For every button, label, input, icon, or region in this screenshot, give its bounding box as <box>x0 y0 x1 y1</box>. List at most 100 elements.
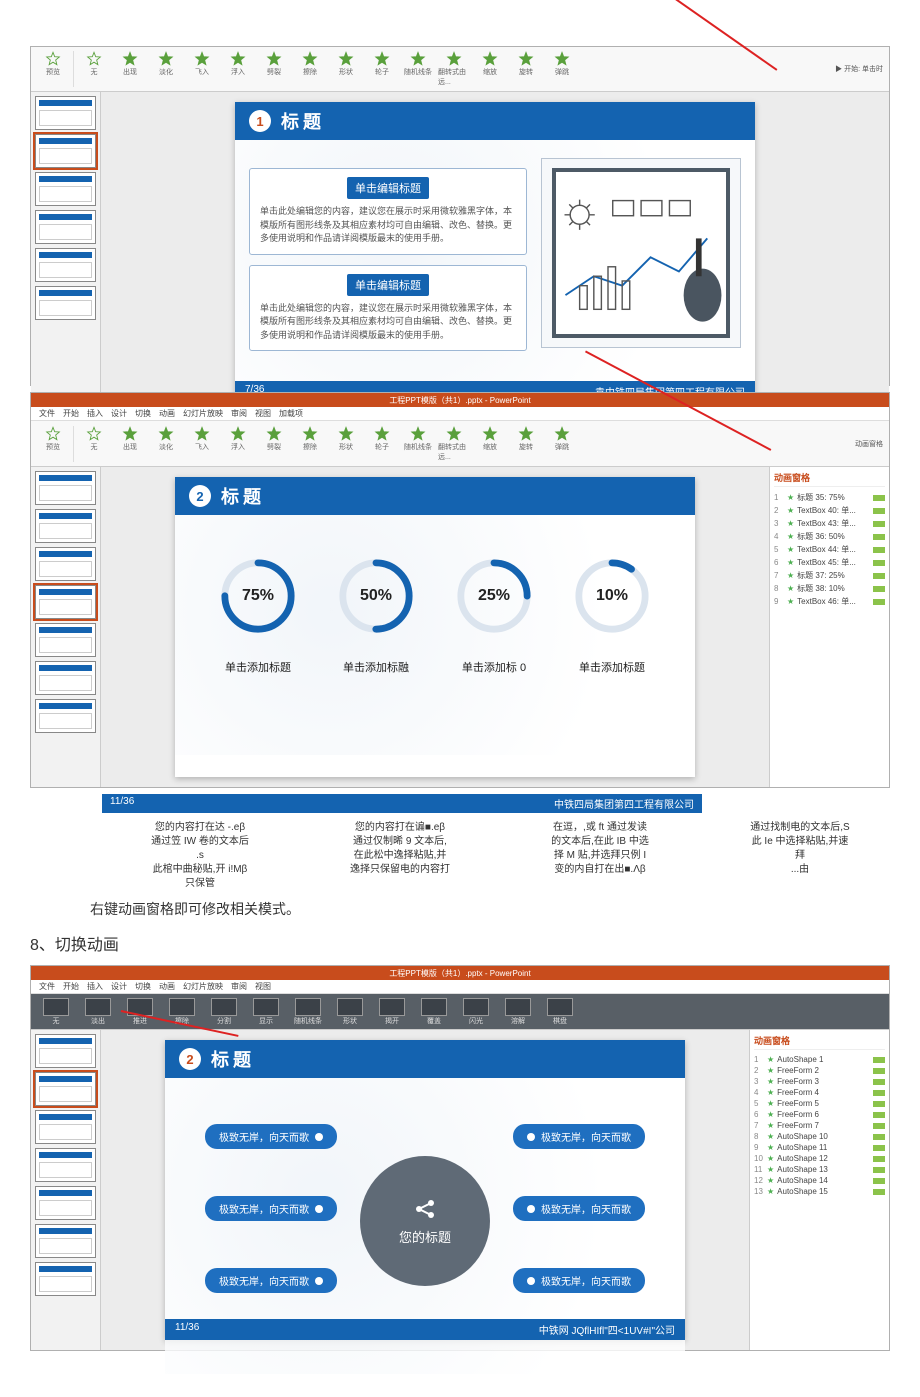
ribbon-anim-3[interactable]: 淡化 <box>150 426 182 462</box>
anim-item-3[interactable]: 4★FreeForm 4 <box>754 1087 885 1098</box>
menu-设计[interactable]: 设计 <box>111 408 127 419</box>
branch-pill-0[interactable]: 极致无岸，向天而歌 <box>205 1124 337 1149</box>
ribbon-anim-0[interactable]: 预览 <box>37 426 69 462</box>
anim-item-2[interactable]: 3★TextBox 43: 单... <box>774 517 885 530</box>
menu-插入[interactable]: 插入 <box>87 408 103 419</box>
menu-文件[interactable]: 文件 <box>39 981 55 992</box>
menu-bar[interactable]: 文件开始插入设计切换动画幻灯片放映审阅视图 <box>31 980 889 994</box>
slide-thumbnails[interactable] <box>31 92 101 412</box>
anim-item-5[interactable]: 6★FreeForm 6 <box>754 1109 885 1120</box>
menu-审阅[interactable]: 审阅 <box>231 981 247 992</box>
menu-视图[interactable]: 视图 <box>255 408 271 419</box>
anim-item-0[interactable]: 1★AutoShape 1 <box>754 1054 885 1065</box>
anim-item-7[interactable]: 8★AutoShape 10 <box>754 1131 885 1142</box>
ribbon-anim-5[interactable]: 浮入 <box>222 426 254 462</box>
menu-加载项[interactable]: 加载项 <box>279 408 303 419</box>
branch-pill-2[interactable]: 极致无岸，向天而歌 <box>205 1268 337 1293</box>
transition-8[interactable]: 揭开 <box>373 998 411 1026</box>
anim-item-8[interactable]: 9★AutoShape 11 <box>754 1142 885 1153</box>
anim-item-9[interactable]: 10★AutoShape 12 <box>754 1153 885 1164</box>
ribbon-anim-5[interactable]: 浮入 <box>222 51 254 87</box>
content-card-1[interactable]: 单击编辑标题 单击此处编辑您的内容，建议您在展示时采用微软雅黑字体，本模版所有图… <box>249 168 527 255</box>
anim-item-8[interactable]: 9★TextBox 46: 单... <box>774 595 885 608</box>
anim-item-1[interactable]: 2★TextBox 40: 单... <box>774 504 885 517</box>
ribbon-anim-7[interactable]: 擦除 <box>294 426 326 462</box>
ribbon-anim-6[interactable]: 劈裂 <box>258 426 290 462</box>
ribbon-anim-11[interactable]: 翻转式由远... <box>438 426 470 462</box>
menu-文件[interactable]: 文件 <box>39 408 55 419</box>
menu-切换[interactable]: 切换 <box>135 981 151 992</box>
ribbon-anim-8[interactable]: 形状 <box>330 51 362 87</box>
menu-bar[interactable]: 文件开始插入设计切换动画幻灯片放映审阅视图加载项 <box>31 407 889 421</box>
progress-circle-2[interactable]: 25% 单击添加标 0 <box>455 557 533 675</box>
menu-插入[interactable]: 插入 <box>87 981 103 992</box>
menu-切换[interactable]: 切换 <box>135 408 151 419</box>
content-card-2[interactable]: 单击编辑标题 单击此处编辑您的内容，建议您在展示时采用微软雅黑字体，本模版所有图… <box>249 265 527 352</box>
slide-canvas[interactable]: 1 标题 单击编辑标题 单击此处编辑您的内容，建议您在展示时采用微软雅黑字体，本… <box>235 102 755 402</box>
transition-10[interactable]: 闪光 <box>457 998 495 1026</box>
menu-审阅[interactable]: 审阅 <box>231 408 247 419</box>
transition-5[interactable]: 显示 <box>247 998 285 1026</box>
menu-动画[interactable]: 动画 <box>159 981 175 992</box>
ribbon-anim-12[interactable]: 缩放 <box>474 51 506 87</box>
menu-动画[interactable]: 动画 <box>159 408 175 419</box>
ribbon-anim-7[interactable]: 擦除 <box>294 51 326 87</box>
ribbon-anim-8[interactable]: 形状 <box>330 426 362 462</box>
ribbon-anim-9[interactable]: 轮子 <box>366 51 398 87</box>
anim-item-12[interactable]: 13★AutoShape 15 <box>754 1186 885 1197</box>
ribbon-anim-2[interactable]: 出现 <box>114 426 146 462</box>
ribbon-anim-4[interactable]: 飞入 <box>186 51 218 87</box>
ribbon-anim-1[interactable]: 无 <box>78 51 110 87</box>
slide-thumbnails[interactable] <box>31 1030 101 1350</box>
progress-circle-1[interactable]: 50% 单击添加标融 <box>337 557 415 675</box>
branch-pill-4[interactable]: 极致无岸，向天而歌 <box>513 1196 645 1221</box>
progress-circle-0[interactable]: 75% 单击添加标题 <box>219 557 297 675</box>
ribbon-anim-4[interactable]: 飞入 <box>186 426 218 462</box>
branch-pill-1[interactable]: 极致无岸，向天而歌 <box>205 1196 337 1221</box>
transition-9[interactable]: 覆盖 <box>415 998 453 1026</box>
center-node[interactable]: 您的标题 <box>360 1156 490 1286</box>
anim-item-11[interactable]: 12★AutoShape 14 <box>754 1175 885 1186</box>
transition-11[interactable]: 溶解 <box>499 998 537 1026</box>
ribbon-anim-12[interactable]: 缩放 <box>474 426 506 462</box>
branch-pill-5[interactable]: 极致无岸，向天而歌 <box>513 1268 645 1293</box>
menu-幻灯片放映[interactable]: 幻灯片放映 <box>183 408 223 419</box>
ribbon-anim-6[interactable]: 劈裂 <box>258 51 290 87</box>
anim-item-1[interactable]: 2★FreeForm 2 <box>754 1065 885 1076</box>
slide-canvas[interactable]: 2 标题 75% 单击添加标题 50% 单击添加标融 25% 单击添加标 0 <box>175 477 695 777</box>
anim-item-2[interactable]: 3★FreeForm 3 <box>754 1076 885 1087</box>
anim-item-10[interactable]: 11★AutoShape 13 <box>754 1164 885 1175</box>
ribbon-anim-3[interactable]: 淡化 <box>150 51 182 87</box>
animation-pane[interactable]: 动画窗格 1★标题 35: 75%2★TextBox 40: 单...3★Tex… <box>769 467 889 787</box>
animation-pane[interactable]: 动画窗格 1★AutoShape 12★FreeForm 23★FreeForm… <box>749 1030 889 1350</box>
anim-item-3[interactable]: 4★标题 36: 50% <box>774 530 885 543</box>
anim-item-0[interactable]: 1★标题 35: 75% <box>774 491 885 504</box>
menu-开始[interactable]: 开始 <box>63 981 79 992</box>
transition-7[interactable]: 形状 <box>331 998 369 1026</box>
ribbon-anim-0[interactable]: 预览 <box>37 51 69 87</box>
menu-视图[interactable]: 视图 <box>255 981 271 992</box>
ribbon-anim-13[interactable]: 旋转 <box>510 426 542 462</box>
ribbon-anim-1[interactable]: 无 <box>78 426 110 462</box>
transition-1[interactable]: 淡出 <box>79 998 117 1026</box>
anim-item-4[interactable]: 5★FreeForm 5 <box>754 1098 885 1109</box>
branch-pill-3[interactable]: 极致无岸，向天而歌 <box>513 1124 645 1149</box>
anim-item-5[interactable]: 6★TextBox 45: 单... <box>774 556 885 569</box>
slide-canvas[interactable]: 2 标题 您的标题 极致无岸，向天而歌极致无岸，向天而歌极致无岸，向天而歌极致无… <box>165 1040 685 1340</box>
anim-item-6[interactable]: 7★FreeForm 7 <box>754 1120 885 1131</box>
transition-4[interactable]: 分割 <box>205 998 243 1026</box>
menu-设计[interactable]: 设计 <box>111 981 127 992</box>
anim-item-6[interactable]: 7★标题 37: 25% <box>774 569 885 582</box>
ribbon-anim-2[interactable]: 出现 <box>114 51 146 87</box>
menu-开始[interactable]: 开始 <box>63 408 79 419</box>
ribbon-anim-10[interactable]: 随机线条 <box>402 51 434 87</box>
transition-6[interactable]: 随机线条 <box>289 998 327 1026</box>
transition-0[interactable]: 无 <box>37 998 75 1026</box>
anim-item-4[interactable]: 5★TextBox 44: 单... <box>774 543 885 556</box>
ribbon-anim-14[interactable]: 弹跳 <box>546 51 578 87</box>
transition-12[interactable]: 棋盘 <box>541 998 579 1026</box>
ribbon-anim-11[interactable]: 翻转式由远... <box>438 51 470 87</box>
ribbon-anim-9[interactable]: 轮子 <box>366 426 398 462</box>
anim-item-7[interactable]: 8★标题 38: 10% <box>774 582 885 595</box>
anim-pane-button[interactable]: 动画窗格 <box>855 439 883 449</box>
